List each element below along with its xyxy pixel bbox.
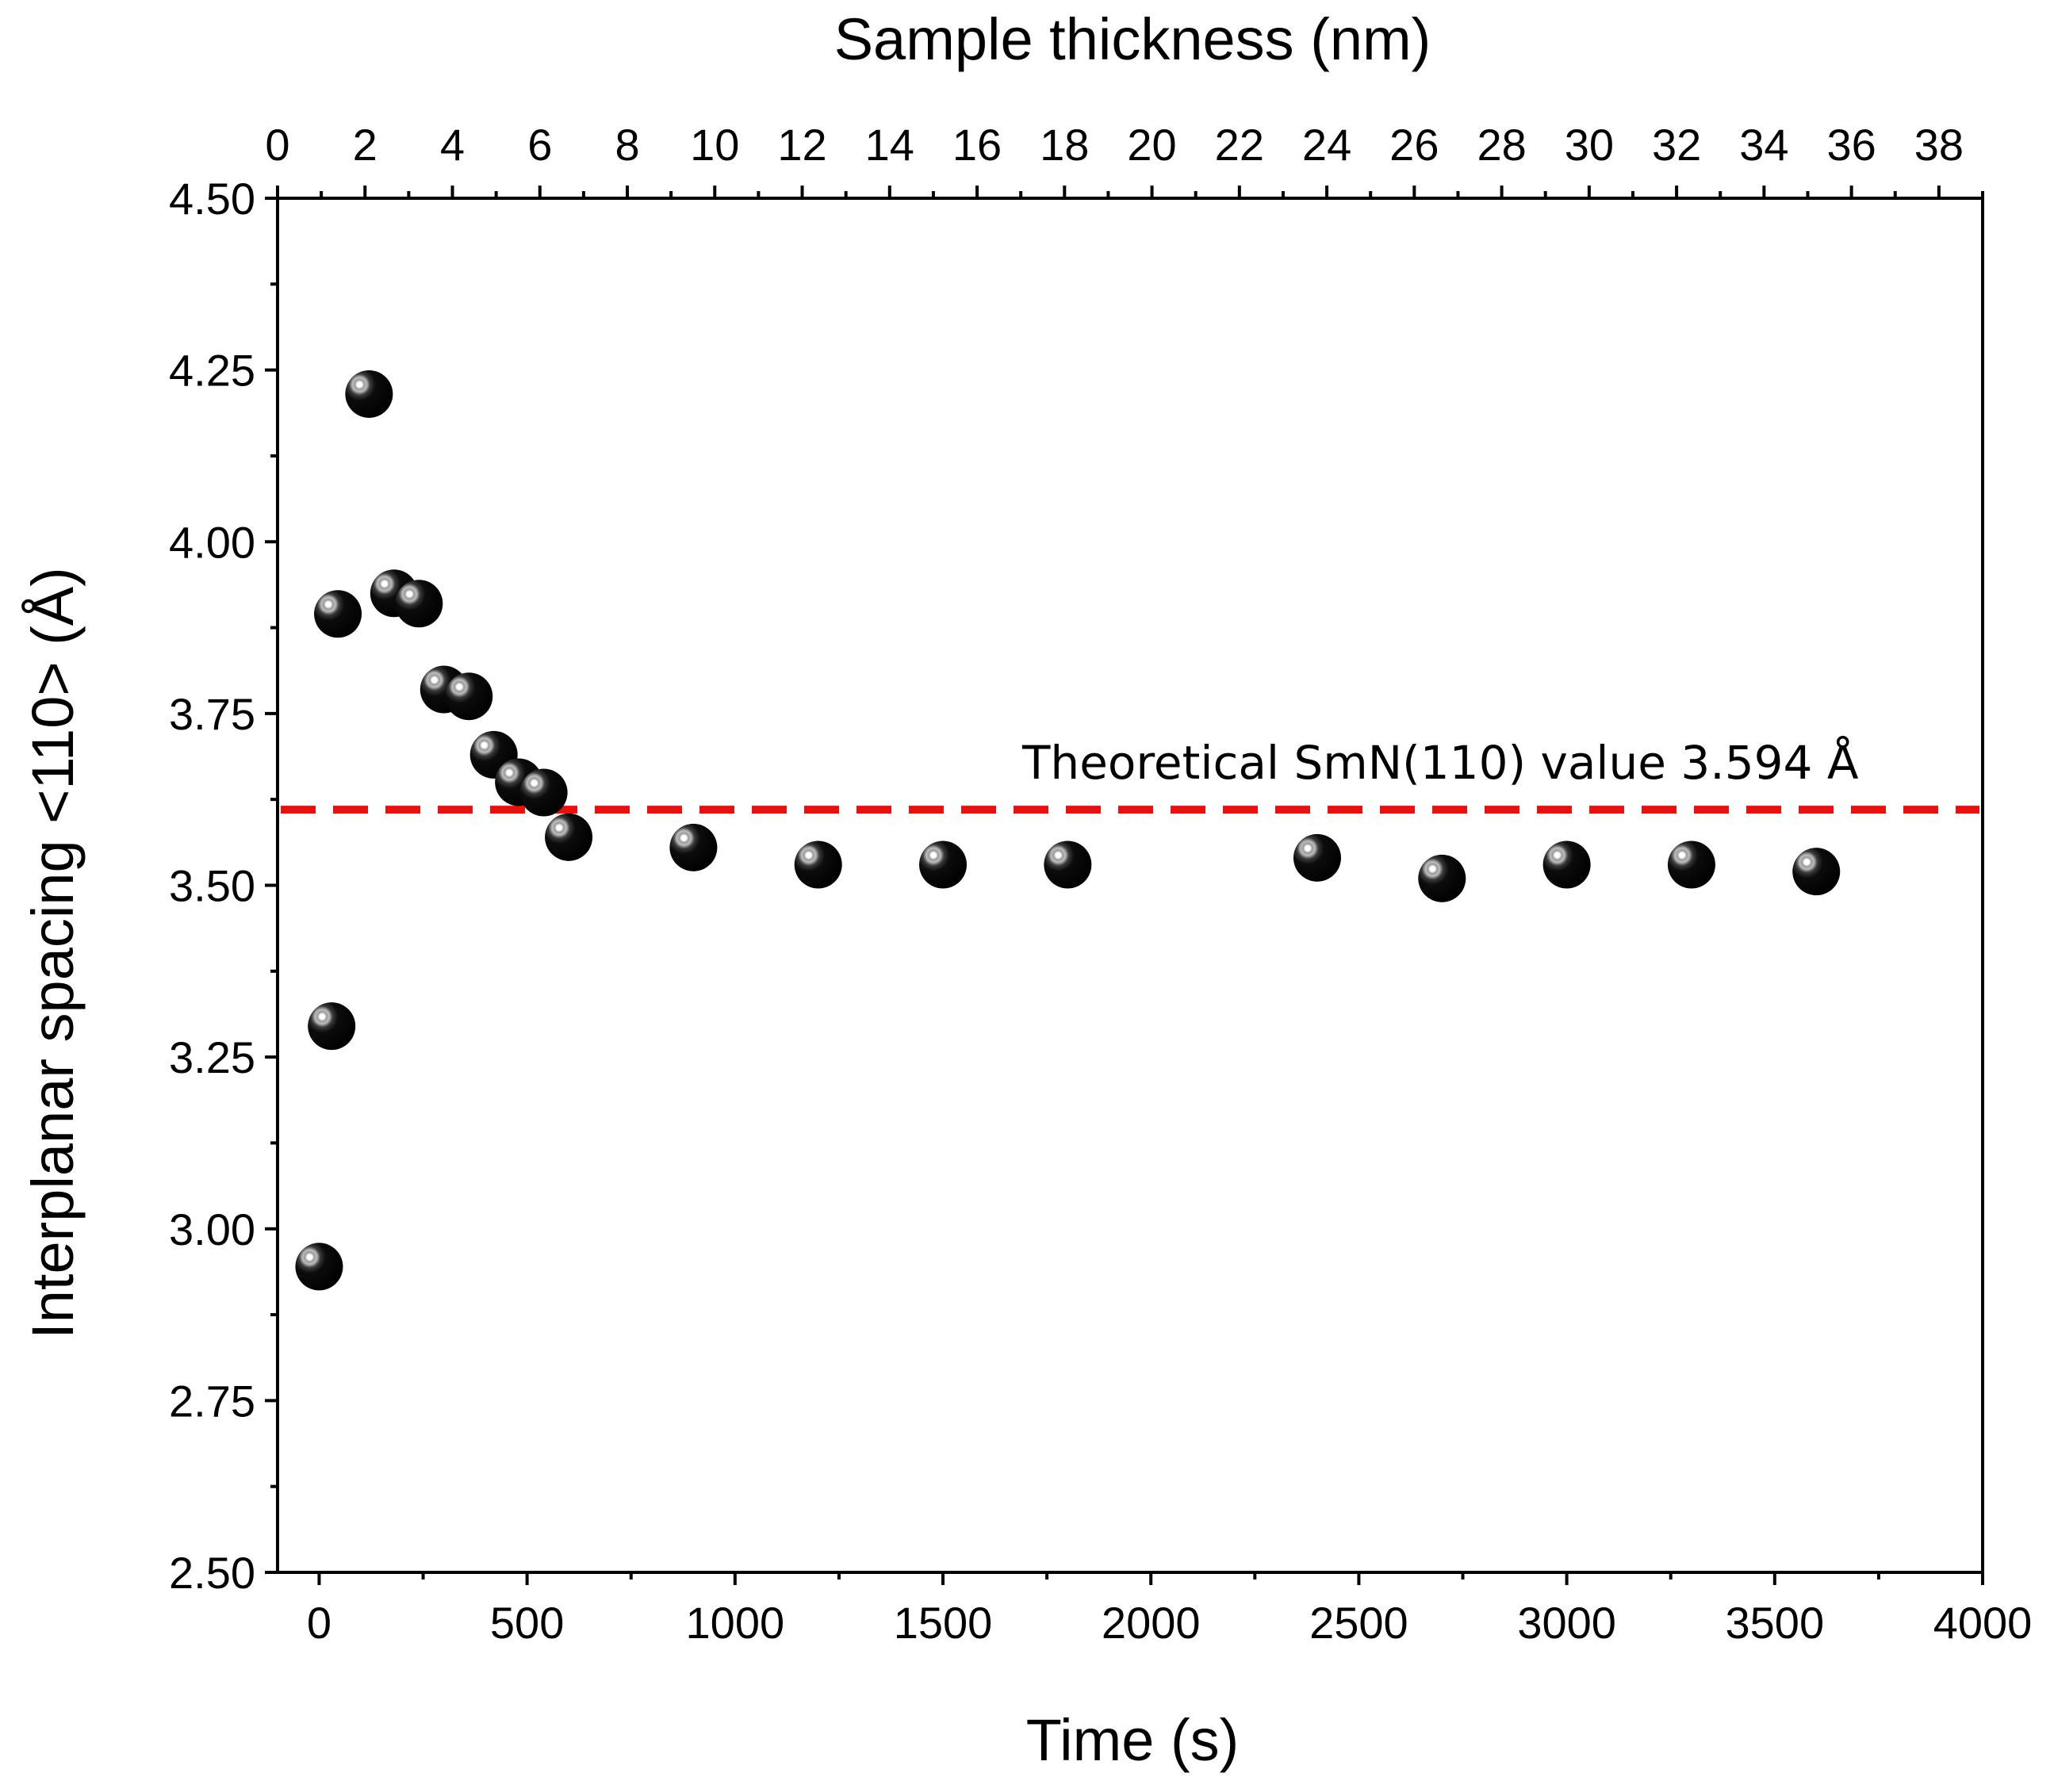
data-point [395, 580, 443, 628]
x2-tick-label: 16 [952, 120, 1002, 170]
data-point [919, 840, 968, 889]
x-tick-label: 3500 [1726, 1598, 1825, 1648]
x-tick-label: 1500 [894, 1598, 993, 1648]
y-tick-label: 3.25 [169, 1032, 255, 1082]
y-tick-label: 2.75 [169, 1376, 255, 1426]
x2-tick-label: 18 [1040, 120, 1089, 170]
x2-tick-label: 38 [1914, 120, 1964, 170]
data-point [1667, 840, 1715, 889]
x2-tick-label: 22 [1215, 120, 1264, 170]
data-point [308, 1002, 356, 1051]
data-point [519, 768, 568, 817]
x2-tick-label: 26 [1389, 120, 1439, 170]
data-point [295, 1243, 343, 1291]
y-tick-label: 3.75 [169, 689, 255, 739]
x2-tick-label: 30 [1565, 120, 1614, 170]
data-point [445, 672, 493, 721]
x-tick-label: 500 [490, 1598, 564, 1648]
data-point [1293, 833, 1341, 882]
reference-line-label: Theoretical SmN(110) value 3.594 Å [1021, 735, 1859, 790]
y-axis: 2.50 2.75 3.00 3.25 3.50 3.75 4.00 4.25 4.50 [169, 174, 278, 1598]
x-tick-label: 3000 [1517, 1598, 1616, 1648]
x2-tick-label: 10 [690, 120, 739, 170]
plot-border [276, 197, 1984, 1574]
y-tick-label: 4.25 [169, 346, 255, 396]
x2-tick-label: 20 [1127, 120, 1176, 170]
x2-tick-label: 6 [527, 120, 552, 170]
data-point [1044, 840, 1092, 889]
x-tick-label: 0 [307, 1598, 331, 1648]
plot-frame [276, 197, 1984, 1574]
data-point [314, 590, 362, 638]
data-point [345, 370, 393, 418]
x-axis-title: Time (s) [1026, 1707, 1240, 1773]
x2-tick-label: 36 [1826, 120, 1876, 170]
data-point [794, 840, 842, 889]
y-tick-label: 3.50 [169, 861, 255, 911]
data-point [1792, 848, 1841, 896]
data-point [545, 813, 593, 861]
y-tick-label: 2.50 [169, 1548, 255, 1598]
x2-tick-label: 12 [777, 120, 826, 170]
x2-tick-label: 34 [1739, 120, 1788, 170]
x-tick-label: 1000 [686, 1598, 785, 1648]
y-axis-title: Interplanar spacing <110> (Å) [20, 567, 86, 1339]
x2-tick-label: 24 [1302, 120, 1351, 170]
x2-tick-label: 8 [615, 120, 639, 170]
x2-tick-label: 0 [265, 120, 289, 170]
x2-tick-label: 2 [353, 120, 377, 170]
data-points [295, 370, 1841, 1291]
x-axis-top: 0 2 4 6 8 10 12 14 16 18 20 22 24 26 28 30 32 34 36 38 [265, 120, 1984, 198]
x2-tick-label: 28 [1477, 120, 1526, 170]
y-tick-label: 3.00 [169, 1204, 255, 1254]
x-tick-label: 4000 [1933, 1598, 2033, 1648]
x-tick-label: 2000 [1102, 1598, 1201, 1648]
x-axis-bottom: 0 500 1000 1500 2000 2500 3000 3500 4000 [307, 1572, 2032, 1648]
x2-tick-label: 14 [865, 120, 914, 170]
x2-tick-label: 32 [1652, 120, 1701, 170]
x-tick-label: 2500 [1309, 1598, 1408, 1648]
y-tick-label: 4.00 [169, 517, 255, 567]
y-tick-label: 4.50 [169, 174, 255, 224]
data-point [1542, 840, 1591, 889]
data-point [669, 823, 718, 871]
x2-tick-label: 4 [440, 120, 465, 170]
x2-axis-title: Sample thickness (nm) [834, 6, 1431, 72]
data-point [1418, 854, 1466, 902]
